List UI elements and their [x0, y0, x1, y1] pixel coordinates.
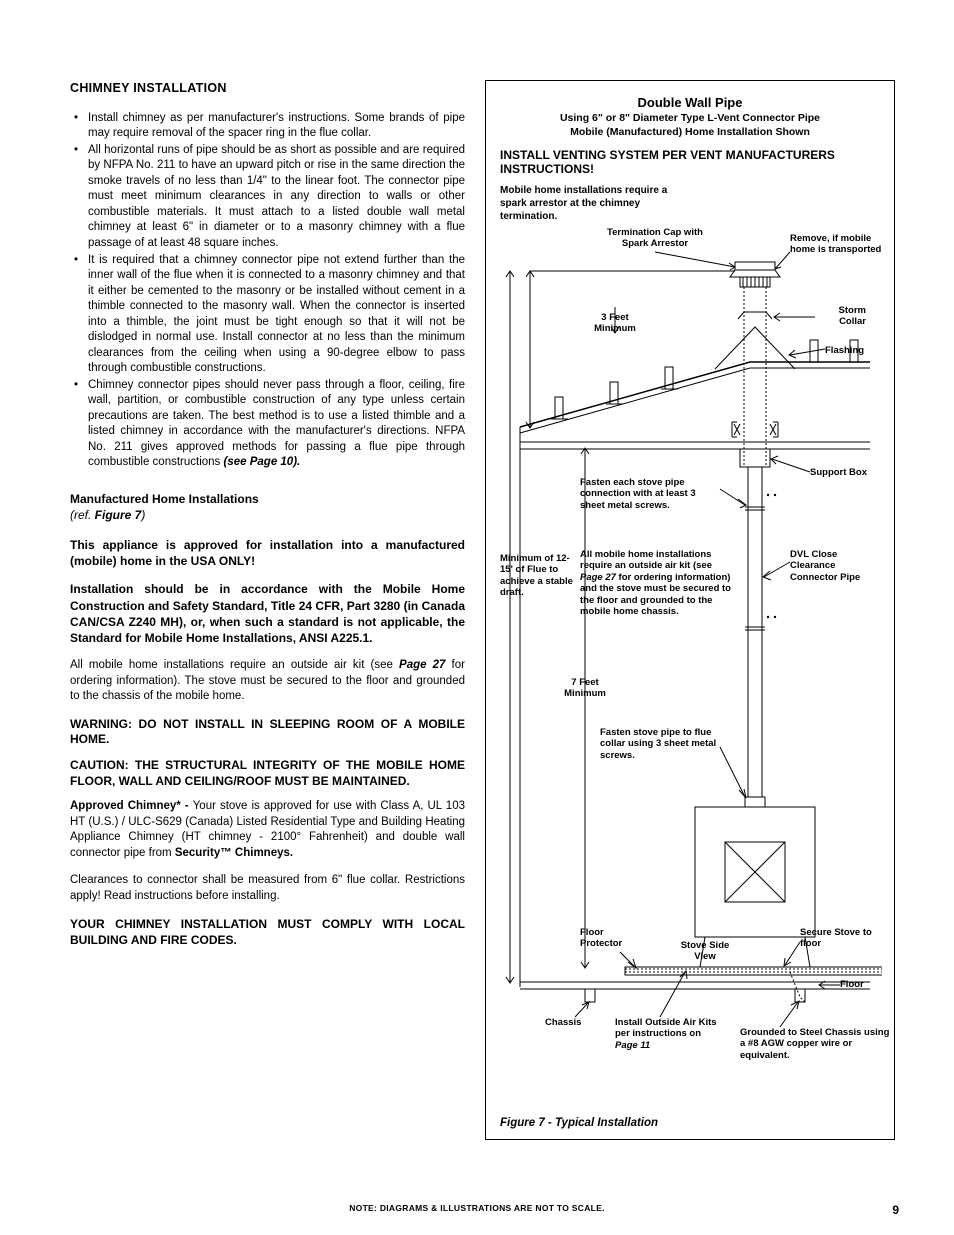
approved-usa: This appliance is approved for installat… — [70, 537, 465, 569]
diagram-svg — [500, 227, 882, 1077]
bullet-4: Chimney connector pipes should never pas… — [88, 378, 465, 471]
installation-diagram: Termination Cap with Spark Arrestor Remo… — [500, 227, 880, 1087]
approved-chimney: Approved Chimney* - Your stove is approv… — [70, 799, 465, 861]
dwp-sub1: Using 6" or 8" Diameter Type L-Vent Conn… — [500, 112, 880, 124]
bullet-1: Install chimney as per manufacturer's in… — [88, 111, 465, 142]
manufactured-heading: Manufactured Home Installations — [70, 491, 465, 507]
spark-note: Mobile home installations require a spar… — [500, 184, 680, 223]
ref-figure: (ref. Figure 7) — [70, 507, 465, 523]
clearances-para: Clearances to connector shall be measure… — [70, 873, 465, 904]
right-column: Double Wall Pipe Using 6" or 8" Diameter… — [485, 80, 895, 1140]
dwp-sub2: Mobile (Manufactured) Home Installation … — [500, 126, 880, 138]
warning-sleeping: WARNING: DO NOT INSTALL IN SLEEPING ROOM… — [70, 717, 465, 748]
standards-para: Installation should be in accordance wit… — [70, 581, 465, 646]
left-column: CHIMNEY INSTALLATION Install chimney as … — [70, 80, 465, 1140]
figure-caption: Figure 7 - Typical Installation — [500, 1117, 658, 1129]
chimney-heading: CHIMNEY INSTALLATION — [70, 80, 465, 97]
bullet-2: All horizontal runs of pipe should be as… — [88, 143, 465, 252]
air-kit-para: All mobile home installations require an… — [70, 658, 465, 705]
bullet-3: It is required that a chimney connector … — [88, 253, 465, 377]
dwp-title: Double Wall Pipe — [500, 95, 880, 110]
footer-note: NOTE: DIAGRAMS & ILLUSTRATIONS ARE NOT T… — [0, 1203, 954, 1213]
comply-codes: YOUR CHIMNEY INSTALLATION MUST COMPLY WI… — [70, 916, 465, 948]
page-number: 9 — [892, 1203, 899, 1217]
bullet-list: Install chimney as per manufacturer's in… — [70, 111, 465, 471]
caution-structural: CAUTION: THE STRUCTURAL INTEGRITY OF THE… — [70, 758, 465, 789]
install-instructions: INSTALL VENTING SYSTEM PER VENT MANUFACT… — [500, 148, 880, 176]
